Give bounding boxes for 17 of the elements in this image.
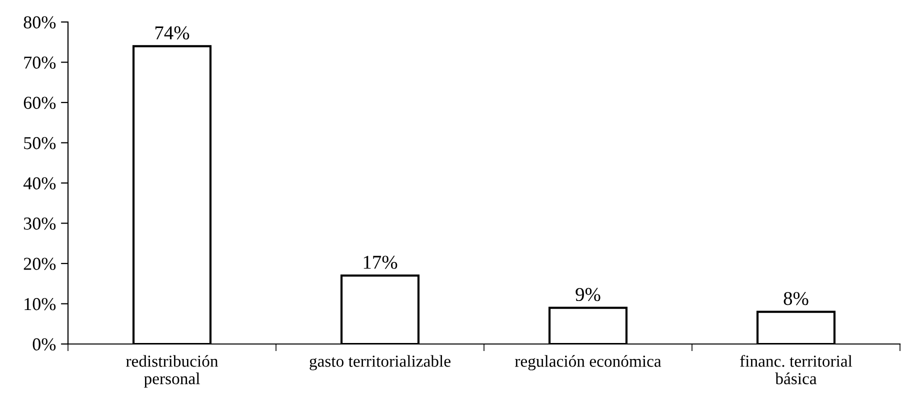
data-label: 17%: [364, 256, 398, 269]
y-tick-label: 20%: [24, 258, 56, 270]
data-label: 74%: [155, 26, 190, 40]
y-tick-label: 50%: [24, 137, 56, 150]
y-tick-label: 80%: [24, 16, 56, 28]
y-tick-label: 0%: [32, 338, 56, 350]
y-tick-label: 70%: [24, 56, 56, 69]
data-label: 9%: [576, 288, 600, 302]
y-tick-label: 10%: [24, 298, 56, 310]
x-tick-label: redistribución personal: [126, 355, 218, 388]
x-tick-label: financ. territorial básica: [740, 354, 852, 384]
data-label: 8%: [784, 292, 808, 306]
x-tick-label: regulación económica: [514, 355, 662, 370]
y-tick-label: 40%: [23, 177, 56, 190]
x-tick-label: gasto territorializable: [310, 355, 450, 370]
y-tick-label: 60%: [24, 96, 56, 109]
y-tick-label: 30%: [24, 218, 56, 230]
